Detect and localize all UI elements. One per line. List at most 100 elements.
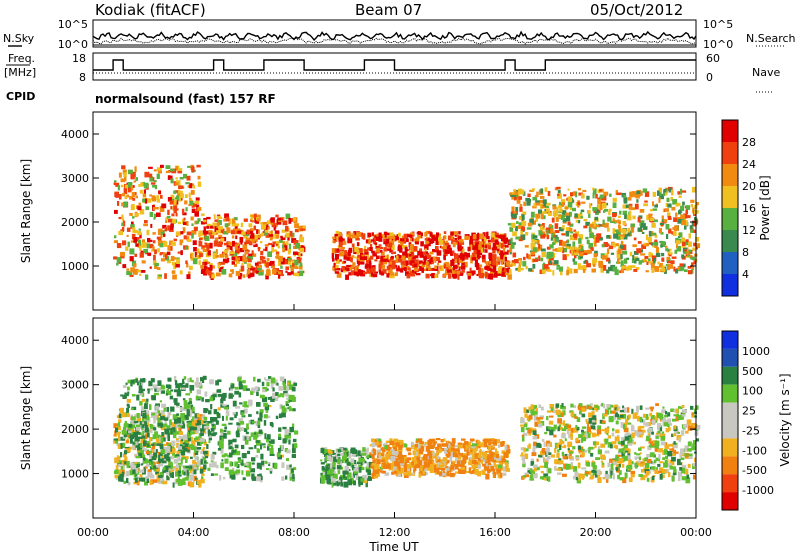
heatmap-cell [647,237,652,243]
heatmap-cell [388,467,393,471]
heatmap-cell [335,253,339,260]
heatmap-cell [170,168,175,172]
heatmap-cell [373,265,376,269]
heatmap-cell [628,203,633,207]
heatmap-cell [646,477,650,482]
heatmap-cell [156,439,162,444]
heatmap-cell [356,242,360,247]
heatmap-cell [120,394,124,397]
heatmap-cell [180,250,183,256]
heatmap-cell [288,406,292,410]
heatmap-cell [531,188,535,191]
heatmap-cell [156,387,162,392]
heatmap-cell [209,379,214,385]
heatmap-cell [283,384,287,391]
heatmap-cell [283,390,288,394]
heatmap-cell [467,246,471,252]
heatmap-cell [159,479,165,484]
heatmap-cell [383,231,388,235]
heatmap-cell [212,397,216,400]
heatmap-cell [424,248,427,251]
heatmap-cell [451,438,456,444]
heatmap-cell [229,461,233,467]
heatmap-cell [386,238,390,244]
heatmap-cell [237,457,241,460]
heatmap-cell [646,261,649,265]
heatmap-cell [320,462,325,465]
heatmap-cell [352,473,355,478]
heatmap-cell [587,209,591,214]
heatmap-cell [562,420,566,426]
heatmap-cell [126,234,129,237]
heatmap-cell [647,258,651,263]
heatmap-cell [487,242,492,246]
heatmap-cell [344,465,348,472]
heatmap-cell [435,463,438,468]
heatmap-cell [337,482,341,486]
heatmap-cell [692,440,697,446]
heatmap-cell [163,446,168,451]
heatmap-cell [195,396,201,401]
heatmap-cell [227,241,232,246]
heatmap-cell [432,451,435,457]
heatmap-cell [500,254,504,260]
heatmap-cell [143,440,147,446]
heatmap-cell [618,463,621,468]
heatmap-cell [668,228,672,234]
heatmap-cell [186,410,190,417]
heatmap-cell [524,245,529,248]
heatmap-cell [399,457,403,463]
heatmap-cell [670,408,675,412]
heatmap-cell [488,252,493,256]
heatmap-cell [238,418,244,423]
heatmap-cell [235,223,239,227]
heatmap-cell [156,434,161,439]
heatmap-cell [248,223,253,228]
heatmap-cell [131,420,136,425]
heatmap-cell [570,231,574,234]
heatmap-cell [287,235,290,241]
heatmap-cell [425,240,429,244]
heatmap-cell [132,197,136,201]
heatmap-cell [240,265,245,272]
heatmap-cell [424,231,428,237]
heatmap-cell [386,466,391,469]
heatmap-cell [562,221,567,224]
heatmap-cell [176,450,180,455]
heatmap-cell [594,216,599,221]
heatmap-cell [658,453,661,460]
heatmap-cell [323,447,328,451]
heatmap-cell [254,262,259,266]
heatmap-cell [409,232,414,235]
heatmap-cell [169,463,173,469]
heatmap-cell [503,240,508,244]
heatmap-cell [348,472,352,478]
heatmap-cell [254,386,259,391]
heatmap-cell [268,376,272,379]
heatmap-cell [543,201,547,207]
heatmap-cell [540,234,546,239]
heatmap-cell [423,268,427,272]
heatmap-cell [607,248,610,255]
heatmap-cell [130,224,135,228]
heatmap-cell [680,188,683,195]
heatmap-cell [251,215,254,218]
heatmap-cell [384,445,388,450]
heatmap-cell [637,216,641,223]
heatmap-cell [481,238,485,244]
heatmap-cell [283,258,288,265]
heatmap-cell [567,454,571,457]
heatmap-cell [126,227,131,232]
heatmap-cell [292,423,295,429]
heatmap-cell [201,476,204,482]
heatmap-cell [369,247,373,252]
heatmap-cell [180,458,183,464]
heatmap-cell [509,251,512,255]
heatmap-cell [222,252,228,255]
heatmap-cell [200,432,204,437]
heatmap-cell [553,434,557,438]
heatmap-cell [374,242,378,245]
heatmap-cell [257,420,261,426]
heatmap-cell [187,427,192,432]
heatmap-cell [589,477,594,480]
